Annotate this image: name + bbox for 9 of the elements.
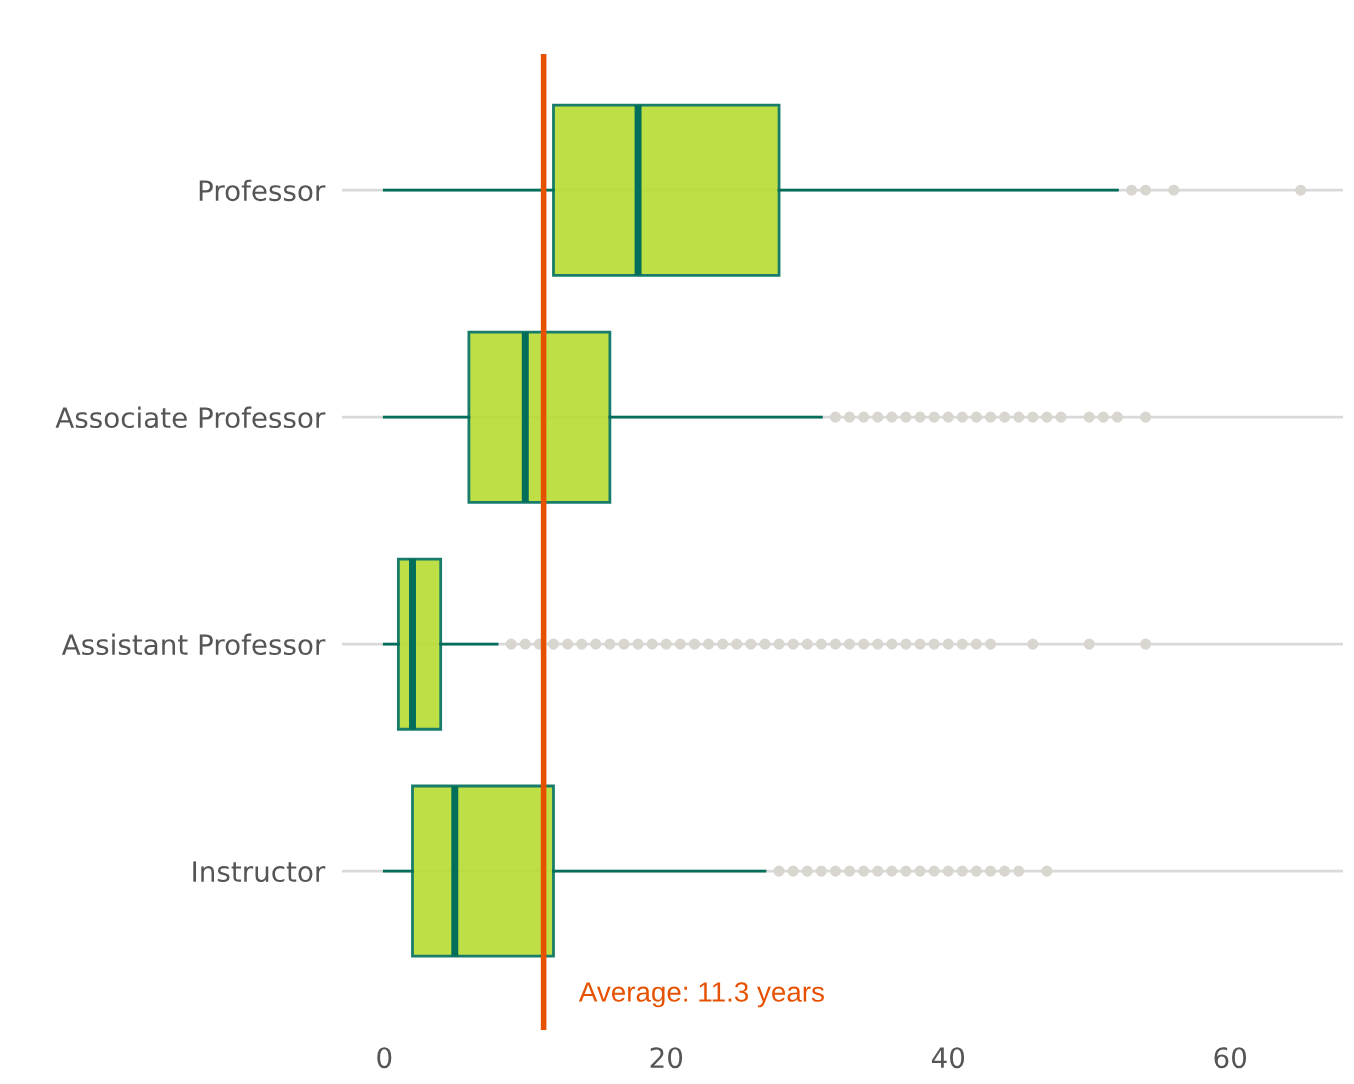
y-tick-label: Assistant Professor: [61, 633, 326, 656]
ref-line-label: Average: 11.3 years: [578, 982, 824, 1008]
x-tick-label: 60: [1214, 1047, 1247, 1069]
y-tick-label: Professor: [199, 179, 326, 202]
y-tick-label: Associate Professor: [55, 406, 326, 429]
y-tick-label: Instructor: [193, 861, 326, 883]
x-tick-label: 20: [650, 1047, 683, 1069]
x-tick-label: 0: [377, 1047, 392, 1069]
x-tick-label: 40: [931, 1047, 965, 1069]
